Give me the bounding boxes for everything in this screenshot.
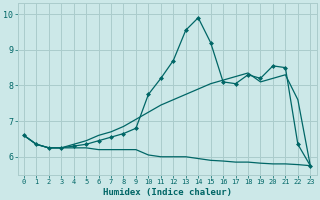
X-axis label: Humidex (Indice chaleur): Humidex (Indice chaleur) (103, 188, 232, 197)
